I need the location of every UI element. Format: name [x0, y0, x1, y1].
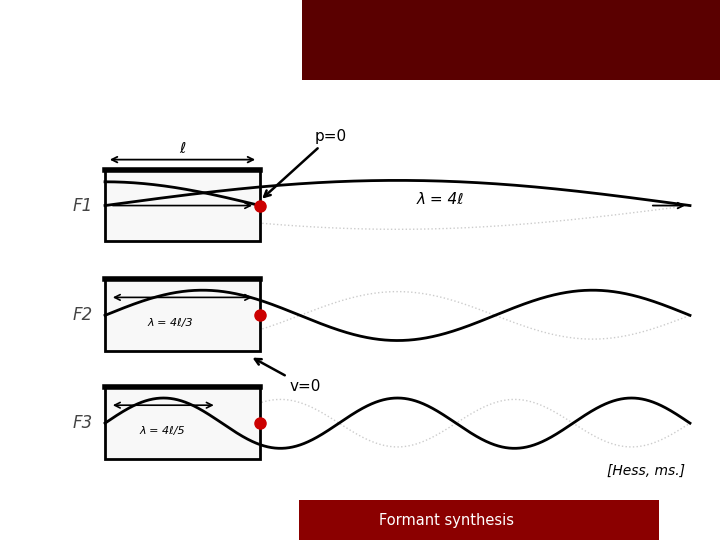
Text: v=0: v=0: [255, 359, 321, 394]
Bar: [105, 279, 260, 352]
Text: Sound pressure waves in vocal tract: Sound pressure waves in vocal tract: [13, 93, 526, 117]
Text: Formant synthesis: Formant synthesis: [379, 512, 514, 528]
Text: F3: F3: [73, 414, 93, 432]
Text: ℓ: ℓ: [179, 140, 186, 156]
Bar: [299, 500, 659, 540]
Text: p=0: p=0: [264, 129, 347, 197]
Bar: [302, 0, 720, 80]
Text: [Hess, ms.]: [Hess, ms.]: [607, 464, 685, 478]
Text: λ = 4ℓ/3: λ = 4ℓ/3: [148, 319, 193, 328]
Text: λ = 4ℓ: λ = 4ℓ: [416, 192, 464, 207]
Text: λ = 4ℓ/5: λ = 4ℓ/5: [140, 426, 185, 436]
Text: F1: F1: [73, 197, 93, 214]
Text: B Möbius: B Möbius: [118, 512, 184, 528]
Text: 9: 9: [689, 511, 701, 529]
Bar: [105, 170, 260, 241]
Bar: [105, 387, 260, 459]
Text: F2: F2: [73, 306, 93, 325]
